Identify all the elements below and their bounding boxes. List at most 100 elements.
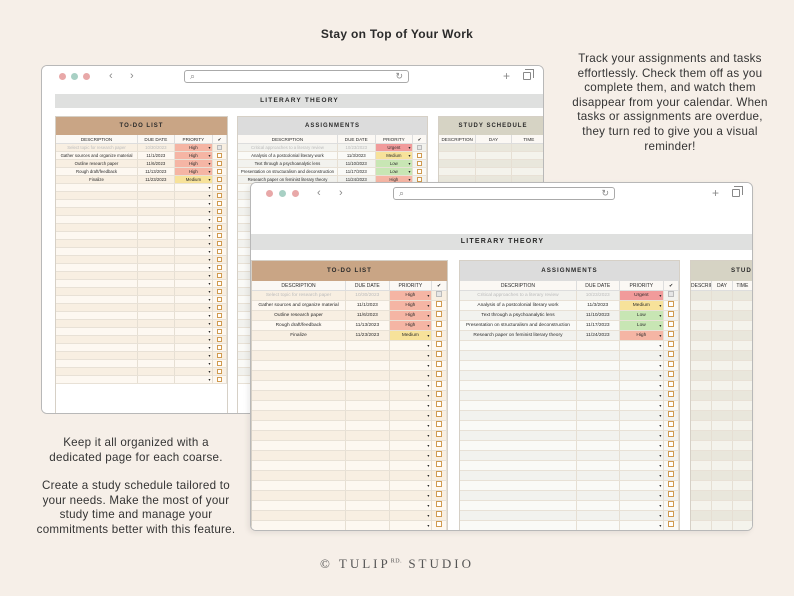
schedule-cell[interactable] (691, 421, 713, 430)
done-checkbox[interactable] (668, 461, 675, 468)
description-cell[interactable] (56, 312, 139, 319)
schedule-cell[interactable] (733, 481, 752, 490)
schedule-cell[interactable] (691, 521, 713, 530)
due-date-cell[interactable]: 11/6/2023 (138, 160, 175, 167)
done-checkbox[interactable] (668, 441, 675, 448)
due-date-cell[interactable] (577, 491, 620, 500)
priority-dropdown[interactable]: ▼ (620, 361, 665, 370)
description-cell[interactable] (56, 208, 139, 215)
schedule-cell[interactable] (691, 321, 713, 330)
schedule-cell[interactable] (712, 341, 733, 350)
back-arrow-icon[interactable]: ‹ (109, 70, 113, 82)
description-cell[interactable] (56, 232, 139, 239)
priority-dropdown[interactable]: Low ▼ (619, 321, 665, 330)
description-cell[interactable]: Critical approaches to a literary review (238, 144, 338, 151)
done-checkbox[interactable] (217, 360, 223, 366)
description-cell[interactable] (460, 491, 577, 500)
due-date-cell[interactable]: 10/23/2023 (577, 291, 620, 300)
done-checkbox[interactable] (417, 152, 423, 158)
due-date-cell[interactable] (138, 256, 175, 263)
back-arrow-icon[interactable]: ‹ (317, 187, 321, 199)
due-date-cell[interactable] (346, 431, 390, 440)
done-checkbox[interactable] (668, 451, 675, 458)
done-checkbox[interactable] (668, 481, 675, 488)
schedule-cell[interactable] (733, 451, 752, 460)
priority-dropdown[interactable]: ▼ (175, 264, 214, 271)
description-cell[interactable] (460, 341, 577, 350)
priority-dropdown[interactable]: High ▼ (389, 301, 433, 310)
schedule-cell[interactable] (691, 381, 713, 390)
description-cell[interactable] (56, 224, 139, 231)
schedule-cell[interactable] (712, 331, 733, 340)
done-checkbox[interactable] (436, 421, 443, 428)
description-cell[interactable] (460, 421, 577, 430)
done-checkbox[interactable] (668, 361, 675, 368)
priority-dropdown[interactable]: Medium ▼ (389, 331, 433, 340)
due-date-cell[interactable] (138, 200, 175, 207)
priority-dropdown[interactable]: ▼ (175, 368, 214, 375)
priority-dropdown[interactable]: High ▼ (389, 311, 433, 320)
description-cell[interactable] (56, 272, 139, 279)
close-window-dot[interactable] (266, 190, 273, 197)
done-checkbox[interactable] (436, 321, 443, 328)
schedule-cell[interactable] (691, 511, 713, 520)
due-date-cell[interactable] (577, 401, 620, 410)
done-checkbox[interactable] (436, 391, 443, 398)
due-date-cell[interactable] (138, 328, 175, 335)
schedule-cell[interactable] (512, 168, 543, 175)
maximize-window-dot[interactable] (292, 190, 299, 197)
schedule-cell[interactable] (476, 144, 512, 151)
description-cell[interactable] (460, 401, 577, 410)
done-checkbox[interactable] (217, 216, 223, 222)
description-cell[interactable] (252, 421, 347, 430)
priority-dropdown[interactable]: High ▼ (389, 321, 433, 330)
done-checkbox[interactable] (217, 168, 223, 174)
description-cell[interactable] (460, 451, 577, 460)
schedule-cell[interactable] (712, 381, 733, 390)
priority-dropdown[interactable]: ▼ (175, 304, 214, 311)
due-date-cell[interactable] (138, 208, 175, 215)
priority-dropdown[interactable]: ▼ (620, 501, 665, 510)
description-cell[interactable] (460, 441, 577, 450)
due-date-cell[interactable]: 11/13/2023 (346, 321, 390, 330)
done-checkbox[interactable] (436, 431, 443, 438)
done-checkbox[interactable] (217, 328, 223, 334)
priority-dropdown[interactable]: ▼ (175, 336, 214, 343)
priority-dropdown[interactable]: ▼ (620, 451, 665, 460)
schedule-cell[interactable] (691, 441, 713, 450)
description-cell[interactable]: Analysis of a postcolonial literary work (460, 301, 577, 310)
schedule-cell[interactable] (712, 521, 733, 530)
due-date-cell[interactable] (138, 272, 175, 279)
minimize-window-dot[interactable] (71, 73, 78, 80)
done-checkbox[interactable] (436, 361, 443, 368)
description-cell[interactable] (56, 256, 139, 263)
schedule-cell[interactable] (733, 371, 752, 380)
priority-dropdown[interactable]: ▼ (620, 351, 665, 360)
schedule-cell[interactable] (439, 176, 477, 183)
schedule-cell[interactable] (691, 411, 713, 420)
done-checkbox[interactable] (436, 341, 443, 348)
priority-dropdown[interactable]: ▼ (390, 381, 433, 390)
due-date-cell[interactable] (346, 491, 390, 500)
description-cell[interactable] (460, 361, 577, 370)
due-date-cell[interactable]: 11/17/2023 (338, 168, 376, 175)
done-checkbox[interactable] (668, 341, 675, 348)
schedule-cell[interactable] (691, 401, 713, 410)
priority-dropdown[interactable]: ▼ (390, 521, 433, 530)
priority-dropdown[interactable]: Low ▼ (619, 311, 665, 320)
priority-dropdown[interactable]: Medium ▼ (375, 152, 414, 159)
description-cell[interactable] (252, 461, 347, 470)
schedule-cell[interactable] (712, 451, 733, 460)
priority-dropdown[interactable]: ▼ (620, 521, 665, 530)
description-cell[interactable] (252, 441, 347, 450)
due-date-cell[interactable]: 11/23/2023 (138, 176, 175, 183)
done-checkbox[interactable] (436, 401, 443, 408)
due-date-cell[interactable] (346, 481, 390, 490)
due-date-cell[interactable] (577, 351, 620, 360)
done-checkbox[interactable] (417, 144, 423, 150)
schedule-cell[interactable] (733, 361, 752, 370)
description-cell[interactable] (252, 401, 347, 410)
due-date-cell[interactable] (577, 361, 620, 370)
due-date-cell[interactable] (577, 481, 620, 490)
description-cell[interactable] (56, 280, 139, 287)
